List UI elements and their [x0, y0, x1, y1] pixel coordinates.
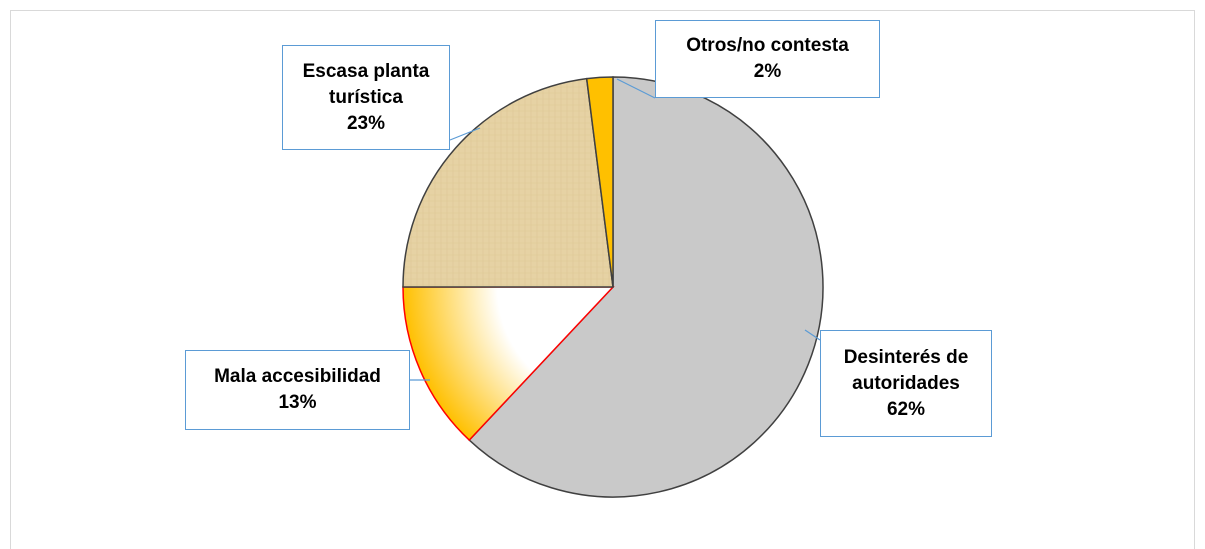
- leader-line: [616, 78, 656, 99]
- slice-label: Escasa planta turística: [302, 60, 430, 108]
- callout: Desinterés de autoridades 62%: [820, 330, 992, 437]
- slice-label: Otros/no contesta: [686, 35, 849, 56]
- pie-slice: [402, 77, 614, 288]
- leader-line: [449, 127, 481, 141]
- slice-label: Desinterés de autoridades: [843, 346, 969, 394]
- pie-slice: [468, 76, 824, 498]
- slice-value-label: 2%: [753, 61, 782, 82]
- slice-label: Mala accesibilidad: [214, 366, 381, 387]
- callout: Otros/no contesta 2%: [655, 20, 880, 98]
- callout: Escasa planta turística 23%: [282, 45, 450, 150]
- slice-value-label: 13%: [278, 392, 317, 413]
- slice-value-label: 23%: [346, 112, 386, 134]
- pie-slice: [402, 286, 615, 442]
- chart-frame: [10, 10, 1195, 549]
- leader-line: [804, 329, 821, 341]
- slice-value-label: 62%: [886, 398, 926, 420]
- pie-slice: [585, 76, 614, 288]
- callout: Mala accesibilidad 13%: [185, 350, 410, 430]
